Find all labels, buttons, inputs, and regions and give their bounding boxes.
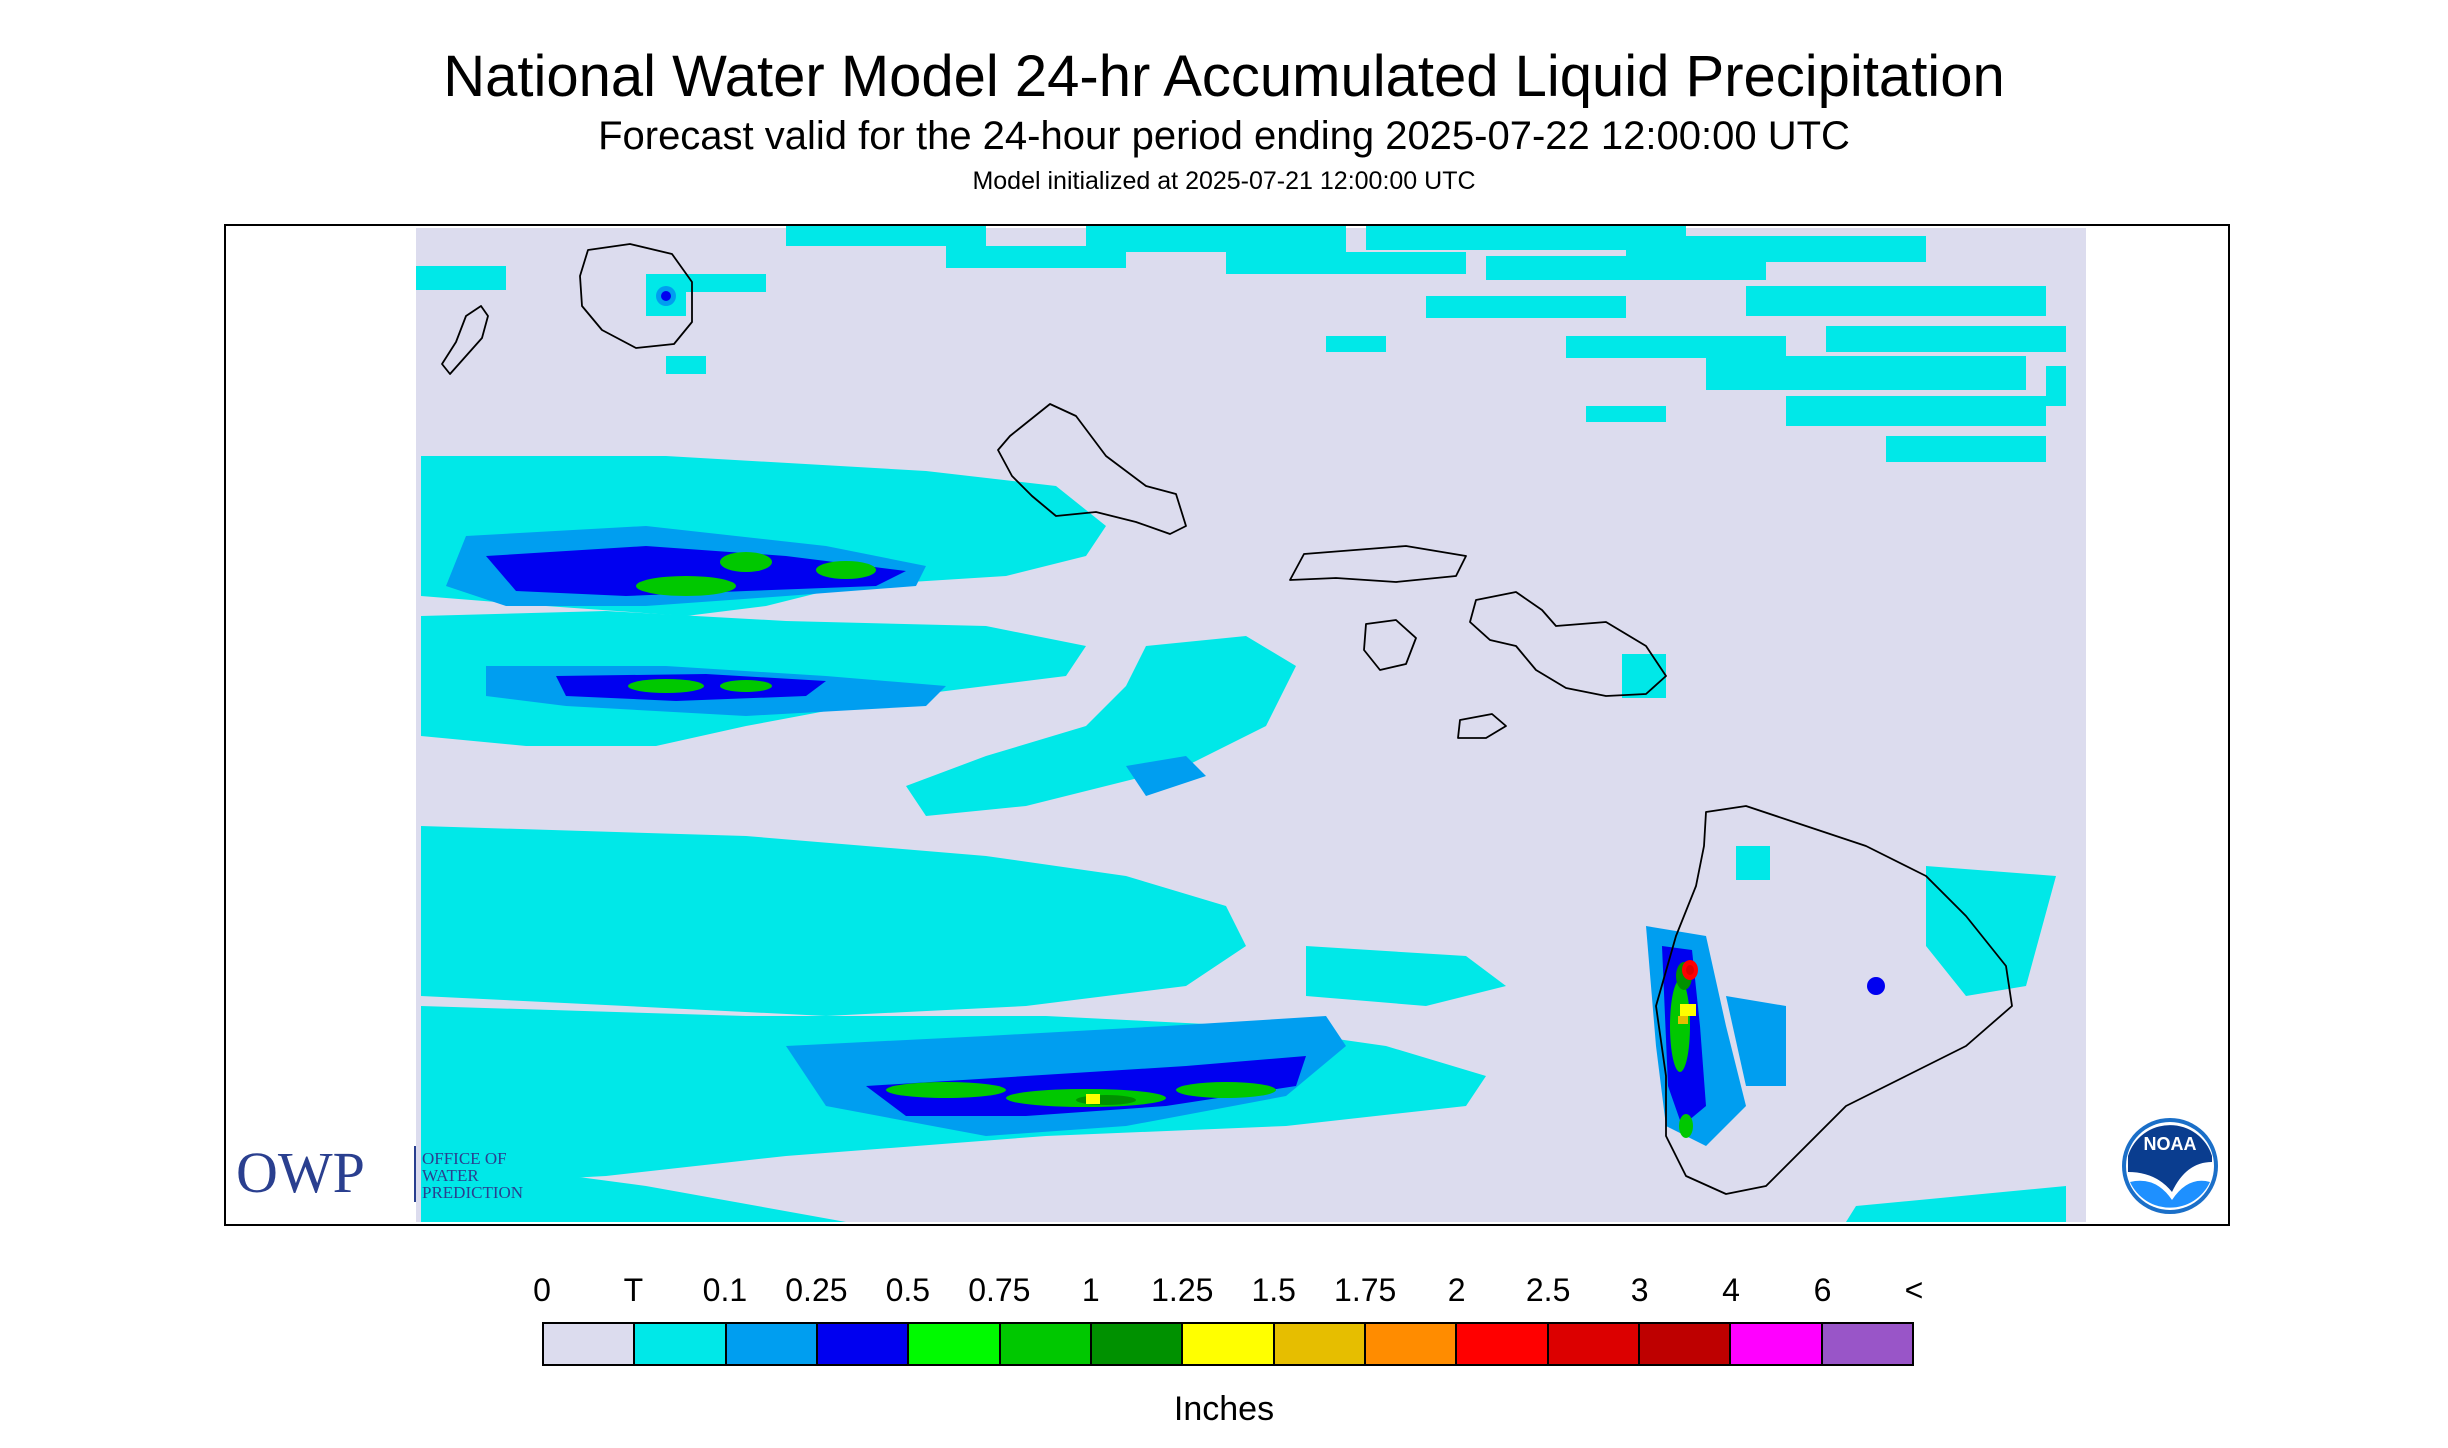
legend-swatch <box>1274 1324 1366 1364</box>
legend-label: 1 <box>1081 1272 1100 1308</box>
legend-swatch <box>1731 1324 1823 1364</box>
legend-swatch <box>1000 1324 1092 1364</box>
legend-label: T <box>623 1272 644 1308</box>
kauai-coast <box>579 243 693 349</box>
legend-swatch <box>909 1324 1001 1364</box>
maui-coast <box>1469 591 1667 697</box>
map-canvas: OWP OFFICE OF WATER PREDICTION NOAA <box>236 226 2218 1222</box>
legend-label: 6 <box>1813 1272 1832 1308</box>
legend-swatch <box>1091 1324 1184 1364</box>
legend-swatch <box>1822 1324 1912 1364</box>
legend-label: 0.25 <box>785 1272 848 1308</box>
legend-swatch <box>1639 1324 1732 1364</box>
legend-labels: 0 T 0.1 0.25 0.5 0.75 1 1.25 1.5 1.75 2 2.5 3 4 6 < <box>0 1270 2448 1310</box>
legend-label: 2.5 <box>1525 1272 1571 1308</box>
precipitation-map: OWP OFFICE OF WATER PREDICTION NOAA <box>224 224 2230 1226</box>
legend-units: Inches <box>1173 1390 1275 1428</box>
coastlines <box>441 243 2013 1195</box>
extreme-rain-cores <box>1086 960 1698 1104</box>
legend-label: 2 <box>1447 1272 1466 1308</box>
owp-logo: OWP OFFICE OF WATER PREDICTION <box>236 1140 523 1205</box>
legend-swatch <box>635 1324 727 1364</box>
oahu-coast <box>997 403 1187 535</box>
noaa-logo: NOAA <box>2122 1118 2218 1214</box>
legend-label: 4 <box>1722 1272 1740 1308</box>
legend-swatch <box>1548 1324 1640 1364</box>
island-rain-spots <box>646 278 1770 880</box>
lanai-coast <box>1363 619 1417 671</box>
model-init-time: Model initialized at 2025-07-21 12:00:00… <box>972 167 1476 195</box>
legend-label: 0.1 <box>702 1272 748 1308</box>
niihau-coast <box>441 305 489 375</box>
owp-abbr: OWP <box>236 1140 365 1205</box>
legend-swatch <box>726 1324 818 1364</box>
legend-swatch <box>544 1324 636 1364</box>
molokai-coast <box>1289 545 1467 583</box>
precip-field <box>416 226 2066 1222</box>
map-subtitle: Forecast valid for the 24-hour period en… <box>598 114 1850 158</box>
legend-label: < <box>1904 1272 1924 1308</box>
owp-line2: WATER <box>422 1166 479 1185</box>
precip-legend <box>542 1322 1914 1366</box>
map-title: National Water Model 24-hr Accumulated L… <box>443 44 2005 109</box>
legend-label: 0.75 <box>968 1272 1031 1308</box>
hawaii-coast <box>1655 805 2013 1195</box>
legend-swatch <box>1365 1324 1458 1364</box>
legend-swatch <box>817 1324 910 1364</box>
legend-swatch <box>1183 1324 1275 1364</box>
owp-line1: OFFICE OF <box>422 1149 507 1168</box>
legend-label: 1.75 <box>1334 1272 1397 1308</box>
legend-swatch <box>1457 1324 1549 1364</box>
legend-label: 3 <box>1630 1272 1649 1308</box>
noaa-text: NOAA <box>2144 1134 2197 1154</box>
kahoolawe-coast <box>1457 713 1507 739</box>
legend-label: 0 <box>533 1272 551 1308</box>
legend-label: 1.25 <box>1151 1272 1214 1308</box>
legend-label: 0.5 <box>885 1272 931 1308</box>
owp-line3: PREDICTION <box>422 1183 523 1202</box>
legend-label: 1.5 <box>1251 1272 1296 1308</box>
